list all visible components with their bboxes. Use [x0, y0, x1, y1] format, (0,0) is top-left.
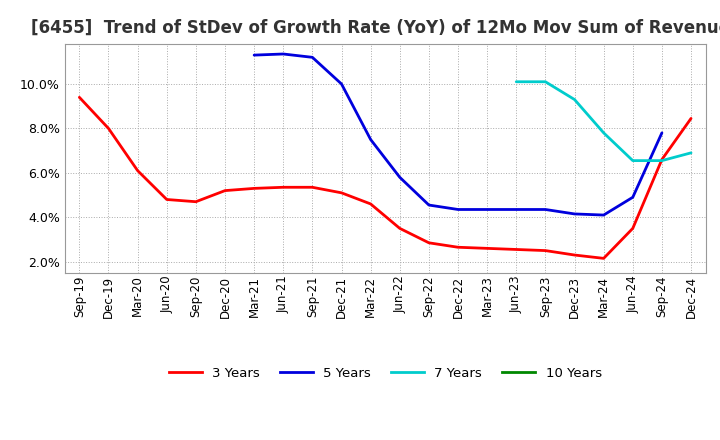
7 Years [657, 158, 666, 163]
Line: 7 Years: 7 Years [516, 82, 691, 161]
5 Years [425, 202, 433, 208]
5 Years [541, 207, 550, 212]
5 Years [395, 175, 404, 180]
3 Years [192, 199, 200, 204]
5 Years [308, 55, 317, 60]
5 Years [483, 207, 492, 212]
7 Years [629, 158, 637, 163]
7 Years [512, 79, 521, 84]
Line: 5 Years: 5 Years [254, 54, 662, 215]
3 Years [308, 185, 317, 190]
3 Years [425, 240, 433, 246]
3 Years [366, 201, 375, 206]
Title: [6455]  Trend of StDev of Growth Rate (YoY) of 12Mo Mov Sum of Revenues: [6455] Trend of StDev of Growth Rate (Yo… [31, 19, 720, 37]
Legend: 3 Years, 5 Years, 7 Years, 10 Years: 3 Years, 5 Years, 7 Years, 10 Years [163, 362, 607, 385]
3 Years [570, 253, 579, 258]
3 Years [337, 190, 346, 195]
7 Years [599, 130, 608, 136]
5 Years [454, 207, 462, 212]
Line: 3 Years: 3 Years [79, 97, 691, 258]
3 Years [133, 168, 142, 173]
3 Years [541, 248, 550, 253]
3 Years [512, 247, 521, 252]
3 Years [629, 226, 637, 231]
7 Years [570, 97, 579, 102]
3 Years [599, 256, 608, 261]
7 Years [687, 150, 696, 155]
3 Years [483, 246, 492, 251]
5 Years [512, 207, 521, 212]
5 Years [279, 51, 287, 57]
5 Years [250, 52, 258, 58]
5 Years [599, 213, 608, 218]
3 Years [250, 186, 258, 191]
5 Years [337, 81, 346, 87]
5 Years [629, 194, 637, 200]
3 Years [163, 197, 171, 202]
7 Years [541, 79, 550, 84]
3 Years [454, 245, 462, 250]
3 Years [279, 185, 287, 190]
3 Years [220, 188, 229, 193]
3 Years [657, 157, 666, 162]
3 Years [104, 126, 113, 131]
5 Years [366, 137, 375, 142]
3 Years [687, 116, 696, 121]
3 Years [395, 226, 404, 231]
3 Years [75, 95, 84, 100]
5 Years [657, 130, 666, 136]
5 Years [570, 211, 579, 216]
